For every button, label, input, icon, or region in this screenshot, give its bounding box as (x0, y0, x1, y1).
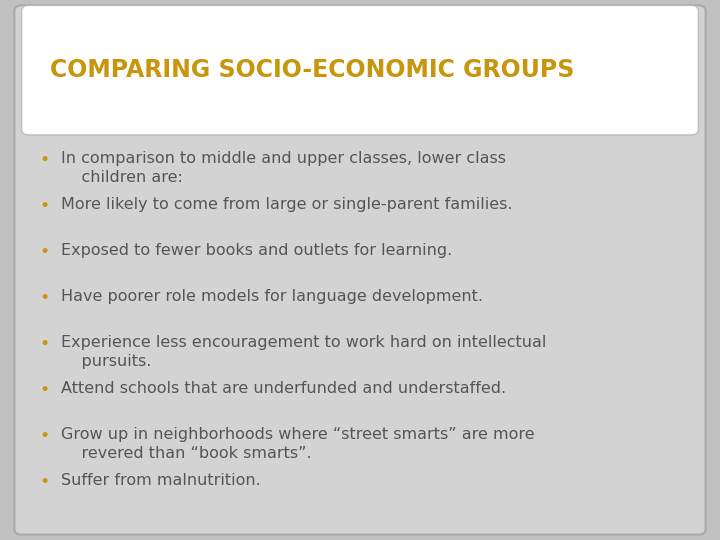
Text: •: • (40, 427, 50, 444)
Text: Grow up in neighborhoods where “street smarts” are more
    revered than “book s: Grow up in neighborhoods where “street s… (61, 427, 535, 461)
Text: More likely to come from large or single-parent families.: More likely to come from large or single… (61, 197, 513, 212)
Text: •: • (40, 472, 50, 490)
Text: Experience less encouragement to work hard on intellectual
    pursuits.: Experience less encouragement to work ha… (61, 335, 546, 369)
Text: •: • (40, 197, 50, 215)
Text: •: • (40, 335, 50, 353)
FancyBboxPatch shape (22, 5, 698, 135)
Text: In comparison to middle and upper classes, lower class
    children are:: In comparison to middle and upper classe… (61, 151, 506, 185)
Text: Have poorer role models for language development.: Have poorer role models for language dev… (61, 289, 483, 304)
Text: Suffer from malnutrition.: Suffer from malnutrition. (61, 472, 261, 488)
Text: •: • (40, 289, 50, 307)
Text: •: • (40, 243, 50, 261)
Text: Attend schools that are underfunded and understaffed.: Attend schools that are underfunded and … (61, 381, 506, 396)
Text: Exposed to fewer books and outlets for learning.: Exposed to fewer books and outlets for l… (61, 243, 452, 258)
Text: •: • (40, 151, 50, 169)
Text: COMPARING SOCIO-ECONOMIC GROUPS: COMPARING SOCIO-ECONOMIC GROUPS (50, 58, 575, 82)
FancyBboxPatch shape (14, 5, 706, 535)
Text: •: • (40, 381, 50, 399)
